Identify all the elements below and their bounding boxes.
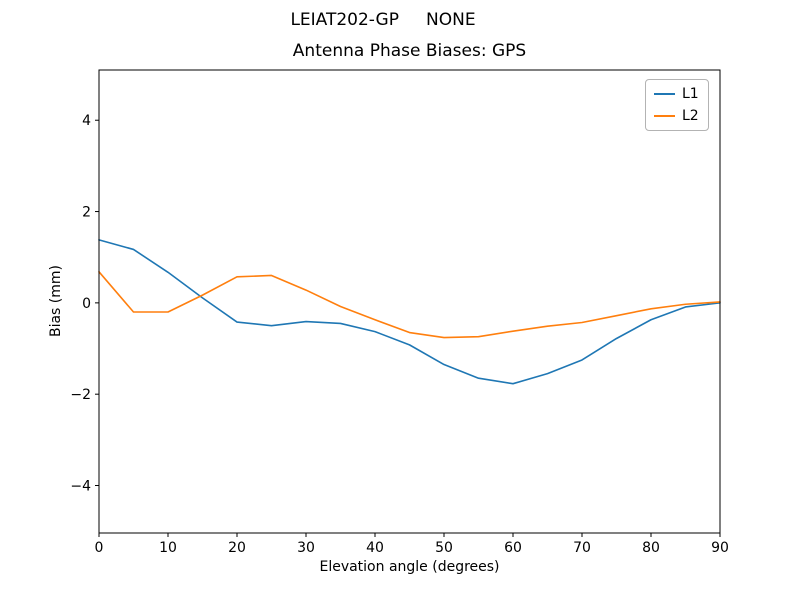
x-tick-label: 60 [504,540,522,556]
x-tick-label: 30 [297,540,315,556]
x-tick-label: 50 [435,540,453,556]
legend-line-swatch-l1 [654,93,675,95]
legend-line-swatch-l2 [654,115,675,117]
y-tick-label: −4 [70,479,91,495]
chart-title: Antenna Phase Biases: GPS [292,41,527,61]
x-tick-label: 40 [366,540,384,556]
x-tick-label: 10 [159,540,177,556]
figure-suptitle: LEIAT202-GP NONE [290,10,476,30]
x-tick-label: 20 [228,540,246,556]
y-tick-label: −2 [70,387,91,403]
y-tick-label: 4 [82,113,91,129]
axes-frame [98,69,721,534]
series-line-l1 [98,239,721,385]
y-tick-label: 0 [82,296,91,312]
y-axis-label: Bias (mm) [48,264,64,338]
legend-label-l1: L1 [682,86,699,102]
x-tick-label: 0 [95,540,104,556]
series-line-l2 [98,271,721,339]
legend-label-l2: L2 [682,108,699,124]
legend-item-l2: L2 [654,108,699,124]
x-axis-label: Elevation angle (degrees) [319,559,500,575]
legend: L1 L2 [645,79,709,131]
x-tick-label: 90 [711,540,729,556]
y-tick-label: 2 [82,205,91,221]
x-tick-label: 80 [642,540,660,556]
x-tick-label: 70 [573,540,591,556]
legend-item-l1: L1 [654,86,699,102]
